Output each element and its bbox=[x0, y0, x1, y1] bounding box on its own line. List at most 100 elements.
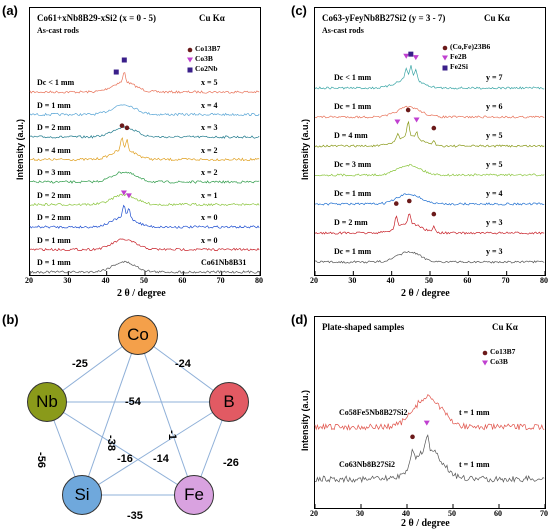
legend-marker-triangle bbox=[187, 57, 193, 63]
panel-a-plot bbox=[29, 7, 261, 276]
trace-label-left: D = 1 mm bbox=[37, 100, 71, 110]
x-tick-label: 80 bbox=[540, 276, 548, 285]
x-tick-label: 20 bbox=[310, 509, 318, 518]
peak-marker-triangle bbox=[423, 420, 430, 426]
trace-label-right: t = 1 mm bbox=[459, 460, 490, 469]
panel-subtitle: As-cast rods bbox=[322, 26, 364, 35]
trace-label-right: x = 2 bbox=[201, 145, 218, 155]
x-tick-label: 40 bbox=[402, 509, 410, 518]
trace-label-left: D = 2 mm bbox=[334, 218, 368, 227]
panel-c-svg bbox=[314, 45, 546, 275]
x-tick-label: 50 bbox=[448, 509, 456, 518]
x-tick-label: 60 bbox=[463, 276, 472, 285]
peak-marker-triangle bbox=[394, 119, 401, 125]
xrd-trace bbox=[314, 193, 545, 206]
xrd-trace bbox=[29, 104, 260, 117]
xrd-trace bbox=[29, 72, 260, 94]
trace-label-left: Dc < 1 mm bbox=[37, 78, 75, 87]
xrd-trace bbox=[314, 105, 545, 119]
legend-label: Co2Nb bbox=[195, 64, 218, 73]
trace-label-left: D = 2 mm bbox=[37, 123, 71, 132]
trace-label-right: x = 0 bbox=[201, 213, 218, 222]
legend-label: Co3B bbox=[195, 54, 213, 63]
x-tick-label: 50 bbox=[140, 276, 148, 285]
edge-label: -25 bbox=[72, 358, 88, 370]
peak-marker-triangle bbox=[120, 190, 127, 196]
radiation-label: Cu Kα bbox=[484, 13, 510, 23]
xrd-trace bbox=[29, 204, 260, 229]
xrd-trace bbox=[314, 434, 545, 484]
trace-label-right: t = 1 mm bbox=[459, 408, 490, 417]
trace-label-left: D = 4 mm bbox=[37, 145, 71, 155]
xrd-trace bbox=[314, 65, 545, 90]
xrd-trace bbox=[29, 260, 260, 274]
panel-d-letter: (d) bbox=[291, 312, 308, 327]
trace-label-right: y = 5 bbox=[486, 160, 503, 169]
panel-d-ylabel: Intensity (a.u.) bbox=[300, 389, 310, 451]
xrd-trace bbox=[314, 213, 545, 235]
x-tick-label: 60 bbox=[178, 276, 187, 285]
legend-marker-circle bbox=[442, 45, 448, 51]
xrd-trace bbox=[314, 163, 545, 177]
trace-label-left: D = 3 mm bbox=[37, 168, 71, 177]
node-co: Co bbox=[118, 315, 158, 355]
trace-label-left: D = 4 mm bbox=[334, 131, 368, 140]
x-tick-label: 20 bbox=[310, 276, 318, 285]
edge-label: -38 bbox=[104, 435, 117, 451]
node-b: B bbox=[209, 382, 249, 422]
trace-label-left: D = 1 mm bbox=[37, 258, 71, 267]
panel-c-plot bbox=[314, 7, 546, 276]
trace-label-left: Dc = 3 mm bbox=[334, 160, 372, 169]
legend-label: Fe2Si bbox=[450, 62, 468, 71]
trace-label-left: Co63Nb8B27Si2 bbox=[339, 460, 396, 469]
xrd-trace bbox=[29, 137, 260, 162]
legend-label: Co13B7 bbox=[195, 44, 221, 53]
trace-label-right: y = 3 bbox=[486, 218, 503, 227]
trace-label-left: Co58Fe5Nb8B27Si2 bbox=[339, 408, 408, 417]
x-tick-label: 40 bbox=[386, 276, 395, 285]
peak-marker-circle bbox=[124, 125, 130, 131]
trace-label-left: D = 1 mm bbox=[37, 235, 71, 245]
x-tick-label: 30 bbox=[63, 276, 72, 285]
legend-marker-square bbox=[442, 65, 448, 71]
peak-marker-square bbox=[113, 69, 119, 75]
peak-marker-circle bbox=[431, 211, 437, 217]
peak-marker-circle bbox=[405, 107, 411, 113]
peak-marker-circle bbox=[410, 434, 415, 440]
xrd-trace bbox=[314, 394, 545, 431]
xrd-trace bbox=[29, 126, 260, 139]
node-fe: Fe bbox=[174, 475, 214, 515]
edge-label: -14 bbox=[153, 453, 169, 465]
edge-label: -35 bbox=[127, 510, 143, 522]
panel-a-ylabel: Intensity (a.u.) bbox=[15, 118, 25, 180]
panel-b-letter: (b) bbox=[2, 312, 19, 327]
xrd-trace bbox=[29, 171, 260, 184]
trace-label-left: Dc = 1 mm bbox=[334, 102, 372, 111]
edge-co-fe bbox=[137, 334, 195, 496]
trace-label-right: x = 5 bbox=[201, 78, 218, 87]
peak-marker-triangle bbox=[125, 193, 132, 199]
edge-label: -54 bbox=[125, 396, 141, 408]
trace-label-right: y = 3 bbox=[486, 247, 503, 256]
x-tick-label: 20 bbox=[25, 276, 33, 285]
legend-marker-triangle bbox=[482, 360, 488, 366]
x-tick-label: 70 bbox=[216, 276, 225, 285]
x-tick-label: 40 bbox=[101, 276, 110, 285]
trace-label-right: y = 4 bbox=[486, 189, 503, 198]
trace-label-right: x = 2 bbox=[201, 168, 218, 177]
legend-label: Co3B bbox=[490, 357, 508, 366]
node-nb: Nb bbox=[27, 382, 67, 422]
trace-label-right: y = 5 bbox=[486, 131, 503, 140]
panel-subtitle: As-cast rods bbox=[37, 26, 79, 35]
panel-title: Co63-yFeyNb8B27Si2 (y = 3 - 7) bbox=[322, 13, 446, 23]
legend-marker-square bbox=[187, 67, 193, 73]
x-tick-label: 50 bbox=[425, 276, 433, 285]
xrd-trace bbox=[29, 238, 260, 252]
edge-co-si bbox=[81, 334, 139, 496]
edge-b-si bbox=[81, 401, 230, 496]
panel-d-xlabel: 2 θ / degree bbox=[401, 518, 450, 529]
legend-marker-triangle bbox=[442, 55, 448, 61]
peak-marker-circle bbox=[407, 198, 412, 204]
panel-d-plot bbox=[314, 316, 546, 509]
node-si: Si bbox=[62, 475, 102, 515]
